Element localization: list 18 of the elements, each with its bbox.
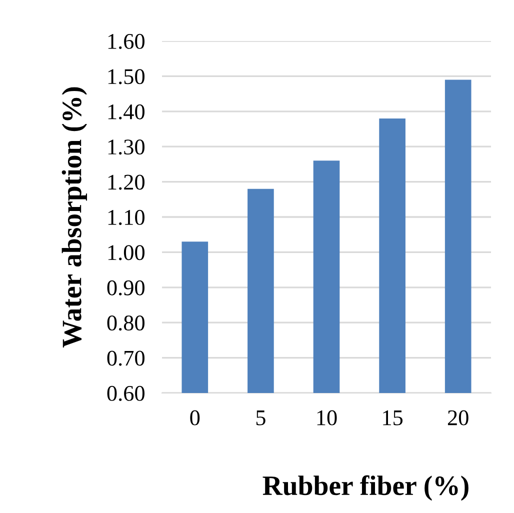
y-tick-label: 1.00 — [108, 245, 144, 260]
x-tick-label: 15 — [383, 410, 403, 426]
y-axis-title: Water absorption (%) — [62, 87, 87, 348]
x-tick-label: 20 — [448, 410, 468, 426]
y-tick-label: 0.60 — [107, 386, 144, 402]
x-tick-label: 10 — [317, 410, 337, 426]
x-tick-label: 5 — [256, 410, 266, 426]
y-tick-label: 1.10 — [108, 210, 144, 226]
y-tick-label: 1.30 — [108, 140, 144, 155]
y-tick-label: 1.20 — [108, 174, 144, 190]
y-tick-label: 0.90 — [107, 280, 144, 296]
y-tick-label: 1.50 — [108, 69, 144, 84]
x-tick-label: 0 — [190, 410, 200, 426]
y-tick-label: 1.60 — [108, 34, 144, 50]
y-tick-label: 0.70 — [107, 350, 144, 366]
y-tick-label: 0.80 — [107, 316, 144, 331]
y-tick-label: 1.40 — [108, 104, 144, 120]
x-axis-title: Rubber fiber (%) — [262, 475, 468, 501]
